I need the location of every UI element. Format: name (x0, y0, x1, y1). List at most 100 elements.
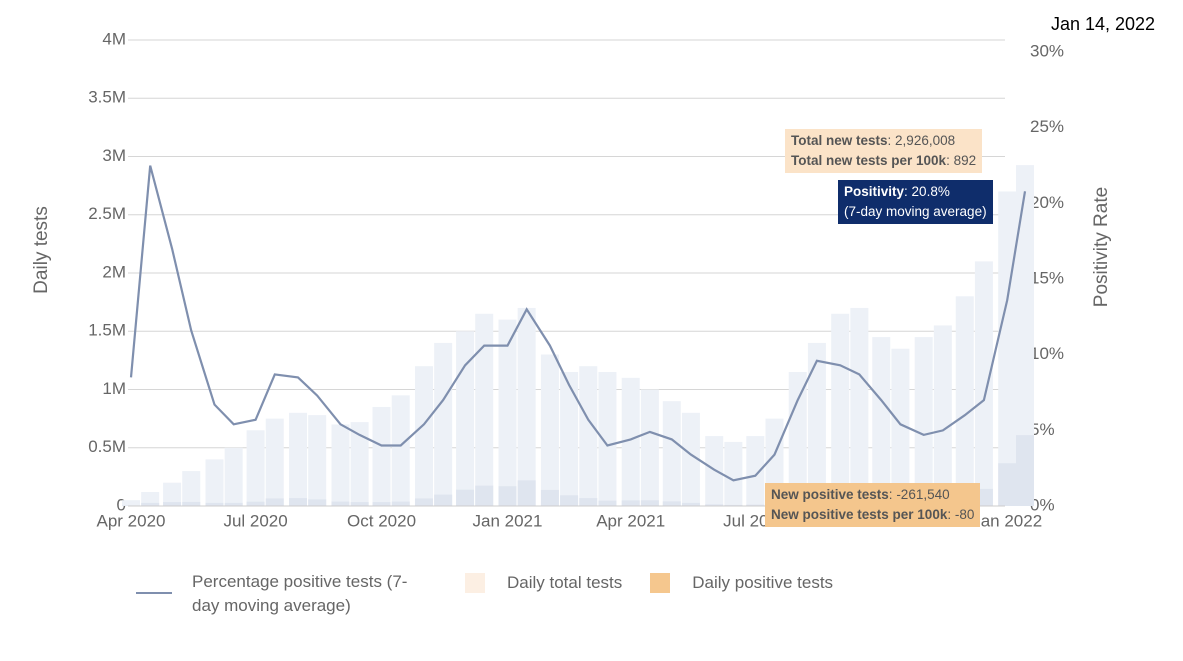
y2-tick-label: 15% (1030, 269, 1064, 288)
bar (621, 377, 640, 506)
x-tick-label: Oct 2020 (347, 511, 416, 530)
tooltip-label: Total new tests per 100k (791, 153, 947, 168)
bar (265, 418, 284, 506)
legend-swatch (650, 573, 671, 593)
bar (681, 502, 700, 506)
bar (372, 502, 391, 506)
legend-swatch (136, 592, 172, 594)
tooltip-row: Positivity: 20.8% (844, 184, 950, 199)
y-axis-title: Daily tests (31, 206, 52, 294)
bar (205, 459, 224, 506)
x-tick-label: Apr 2020 (97, 511, 166, 530)
tooltip-label: New positive tests per 100k (771, 507, 948, 522)
bar (163, 482, 182, 506)
bar (640, 500, 659, 506)
bar (560, 495, 579, 506)
y-tick-label: 3M (102, 146, 126, 165)
y-tick-label: 1.5M (88, 321, 126, 340)
y-tick-label: 0 (117, 495, 126, 514)
bar (224, 502, 243, 506)
y2-axis-title: Positivity Rate (1091, 187, 1112, 307)
tooltip-label: Total new tests (791, 133, 888, 148)
bar (998, 463, 1017, 506)
y-tick-label: 2M (102, 262, 126, 281)
bar (182, 501, 201, 506)
bar (998, 191, 1017, 506)
y-tick-label: 0.5M (88, 437, 126, 456)
bar (598, 372, 617, 506)
legend-label: Daily total tests (507, 573, 623, 592)
bar (141, 502, 160, 506)
legend-label: Percentage positive tests (7-day moving … (192, 572, 408, 615)
legend-label: Daily positive tests (692, 573, 834, 592)
tooltip-value: 892 (953, 153, 977, 168)
y2-tick-label: 0% (1030, 495, 1055, 514)
bar (372, 406, 391, 506)
bar (788, 372, 807, 506)
bar (391, 501, 410, 506)
bar (456, 331, 475, 506)
bar (224, 447, 243, 506)
bar (414, 366, 433, 506)
bar (955, 296, 974, 506)
x-tick-label: Jan 2021 (473, 511, 543, 530)
bar (974, 261, 993, 506)
tooltip-value: -261,540 (896, 487, 950, 502)
bar (308, 499, 327, 506)
tooltip-label: New positive tests (771, 487, 889, 502)
bar (246, 430, 265, 506)
tooltip-row: Total new tests: 2,926,008 (791, 133, 956, 148)
bar (391, 395, 410, 506)
bar (807, 342, 826, 506)
bar (265, 498, 284, 506)
bar (640, 389, 659, 506)
bar (434, 494, 453, 506)
bar (724, 441, 743, 506)
bar (579, 366, 598, 506)
bar (540, 489, 559, 506)
chart: Jan 14, 2022 Daily tests Positivity Rate… (31, 14, 1155, 531)
bar (1016, 435, 1034, 506)
bar (705, 436, 724, 506)
bar (498, 486, 517, 506)
y-tick-label: 1M (102, 379, 126, 398)
tooltip-row: New positive tests per 100k: -80 (771, 507, 975, 522)
bar (289, 412, 308, 506)
bar (141, 492, 160, 506)
bar (475, 313, 494, 506)
bar (914, 337, 933, 506)
bar (456, 489, 475, 506)
y2-tick-label: 25% (1030, 117, 1064, 136)
bar (517, 480, 536, 506)
tooltip-label: Positivity (844, 184, 905, 199)
bar (182, 471, 201, 506)
legend: Percentage positive tests (7-day moving … (136, 570, 861, 618)
x-tick-label: Jan 2022 (972, 511, 1042, 530)
bar (705, 504, 724, 506)
y-tick-label: 4M (102, 29, 126, 48)
bar (872, 337, 891, 506)
y-tick-label: 3.5M (88, 88, 126, 107)
tooltip: New positive tests: -261,540 New positive… (765, 483, 981, 527)
bar (681, 412, 700, 506)
bar (434, 342, 453, 506)
legend-swatch (465, 573, 485, 593)
x-tick-label: Apr 2021 (596, 511, 665, 530)
y2-tick-label: 10% (1030, 344, 1064, 363)
bar (621, 500, 640, 506)
bar (831, 313, 850, 506)
bar (724, 504, 743, 506)
bar (540, 354, 559, 506)
y2-tick-label: 20% (1030, 193, 1064, 212)
bar (331, 501, 350, 506)
bar (205, 502, 224, 506)
tooltip: Total new tests: 2,926,008 Total new test… (785, 129, 983, 173)
bar (475, 485, 494, 506)
bar (746, 436, 765, 506)
bar (350, 502, 369, 506)
bar (1016, 165, 1034, 507)
tooltip-value: 2,926,008 (895, 133, 956, 148)
bar (598, 500, 617, 506)
bar (891, 348, 910, 506)
bar (662, 501, 681, 506)
